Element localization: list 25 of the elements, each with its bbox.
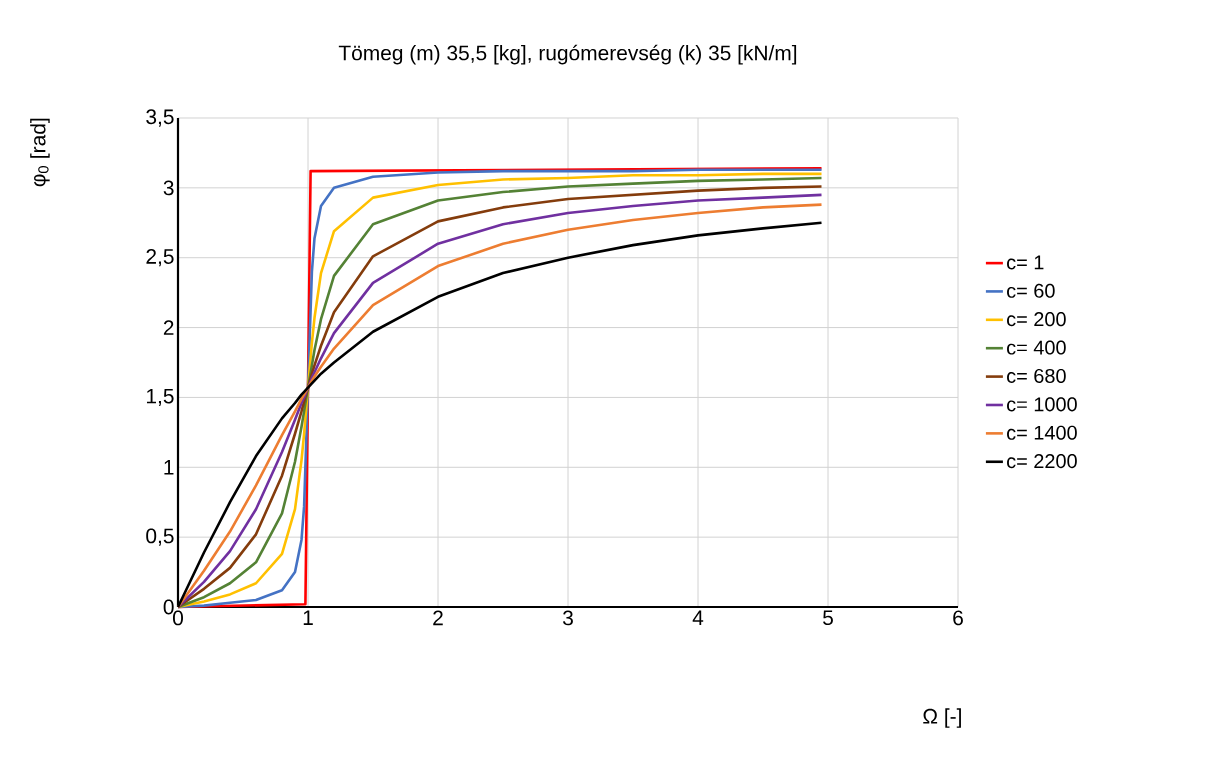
y-tick-label: 1,5 [146, 388, 174, 406]
legend-label: c= 200 [1007, 312, 1066, 327]
legend-label: c= 680 [1007, 368, 1066, 383]
legend-label: c= 60 [1007, 283, 1055, 298]
legend-label: c= 1 [1007, 255, 1044, 270]
x-tick-label: 5 [823, 610, 833, 626]
x-tick-label: 3 [562, 610, 573, 626]
y-tick-label: 1 [164, 460, 174, 475]
x-tick-label: 2 [433, 610, 443, 626]
legend-label: c= 2200 [1007, 454, 1077, 469]
x-axis-title: Ω [-] [923, 708, 961, 728]
y-tick-label: 0 [163, 599, 174, 615]
x-tick-label: 1 [303, 610, 313, 625]
y-tick-label: 3 [163, 180, 174, 196]
y-tick-label: 3,5 [146, 109, 174, 127]
legend-label: c= 1400 [1007, 425, 1077, 440]
x-tick-label: 4 [692, 610, 704, 625]
y-tick-label: 0,5 [146, 528, 174, 546]
legend-label: c= 1000 [1007, 397, 1077, 412]
y-tick-label: 2,5 [146, 249, 174, 267]
chart-title: Tömeg (m) 35,5 [kg], rugómerevség (k) 35 [kN/m] [338, 44, 797, 65]
y-tick-label: 2 [163, 320, 174, 335]
y-axis-title: φ$_{0}$ [rad] [30, 118, 50, 187]
x-tick-label: 6 [953, 610, 963, 626]
legend-label: c= 400 [1007, 340, 1066, 355]
